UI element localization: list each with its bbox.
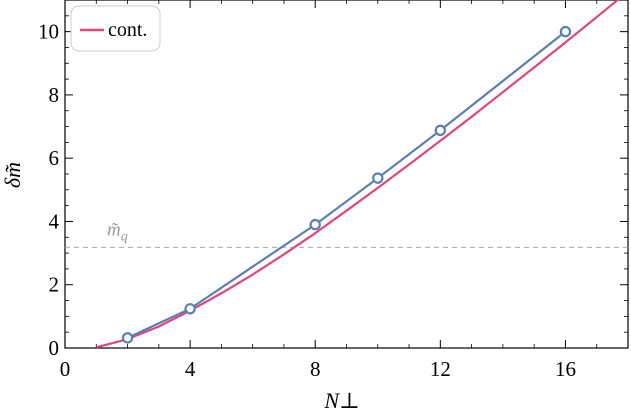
data-point <box>309 218 321 231</box>
y-tick-label: 10 <box>38 20 59 44</box>
x-tick-label: 16 <box>555 357 576 381</box>
legend-box <box>70 5 161 52</box>
x-tick-label: 8 <box>310 357 321 381</box>
series-line-0 <box>96 0 620 349</box>
y-tick-label: 4 <box>49 209 60 233</box>
x-tick-label: 0 <box>60 357 71 381</box>
reference-line-label: m̃q <box>107 219 128 244</box>
data-point <box>184 303 196 315</box>
data-point <box>121 332 134 344</box>
plot-frame <box>64 0 629 349</box>
y-tick-label: 8 <box>49 83 60 107</box>
data-point <box>434 124 447 137</box>
legend-label-cont: cont. <box>108 19 147 41</box>
x-axis-title: N⊥ <box>323 388 359 413</box>
data-point <box>559 25 572 38</box>
y-axis-title: δm̃ <box>0 162 25 188</box>
series-layer <box>96 0 620 349</box>
y-tick-label: 2 <box>49 273 60 297</box>
legend: cont. <box>70 5 161 52</box>
y-tick-label: 0 <box>49 336 60 360</box>
series-line-1 <box>127 30 567 339</box>
reference-layer: m̃q <box>65 219 628 248</box>
data-point <box>372 172 384 184</box>
ticks-layer: 0 4 8 12 16 0 2 4 6 8 10 <box>38 0 628 381</box>
x-tick-label: 12 <box>430 357 451 381</box>
x-tick-label: 4 <box>185 357 196 381</box>
y-tick-label: 6 <box>49 146 60 170</box>
